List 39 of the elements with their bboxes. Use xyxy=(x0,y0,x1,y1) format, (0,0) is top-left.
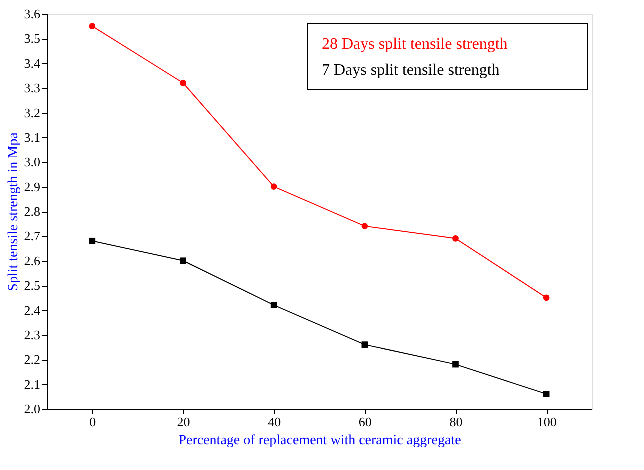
x-tick-label: 60 xyxy=(358,414,372,430)
y-tick-label: 2.5 xyxy=(24,278,40,294)
y-tick-label: 3.2 xyxy=(24,105,40,120)
point xyxy=(452,236,459,242)
y-tick-label: 2.6 xyxy=(24,253,41,268)
y-tick-label: 3.5 xyxy=(24,31,40,46)
point xyxy=(270,184,278,190)
y-tick-label: 3.4 xyxy=(24,56,41,71)
point xyxy=(89,238,96,244)
x-tick-label: 0 xyxy=(90,414,96,430)
y-tick-label: 2.7 xyxy=(24,228,41,244)
y-tick-label: 2.8 xyxy=(24,204,40,219)
y-tick-label: 2.3 xyxy=(24,327,40,342)
x-tick-label: 20 xyxy=(177,414,190,430)
y-axis-title: Split tensile strength in Mpa xyxy=(6,132,22,292)
y-tick-label: 3.6 xyxy=(24,6,41,22)
y-tick-label: 2.9 xyxy=(24,179,40,194)
y-tick-label: 3.3 xyxy=(24,80,40,96)
point xyxy=(180,258,186,264)
y-tick-label: 3.0 xyxy=(24,154,40,170)
point xyxy=(89,23,96,30)
text: 7 Days split tensile strength xyxy=(322,62,500,79)
y-tick-label: 2.4 xyxy=(24,302,41,318)
text: 28 Days split tensile strength xyxy=(322,36,508,53)
point xyxy=(270,302,278,308)
x-axis-title: Percentage of replacement with ceramic aggregate xyxy=(178,434,462,448)
x-tick-label: 40 xyxy=(268,414,282,430)
point xyxy=(362,223,368,230)
point xyxy=(452,361,459,368)
y-tick-label: 2.2 xyxy=(24,352,40,368)
point xyxy=(362,342,368,348)
y-tick-label: 2.0 xyxy=(24,402,40,416)
x-tick-label: 80 xyxy=(450,414,463,430)
point xyxy=(180,80,186,86)
y-tick-label: 3.1 xyxy=(24,130,40,145)
y-tick-label: 2.1 xyxy=(24,376,40,392)
point xyxy=(543,391,550,398)
x-tick-label: 100 xyxy=(537,414,557,430)
point xyxy=(543,294,550,302)
